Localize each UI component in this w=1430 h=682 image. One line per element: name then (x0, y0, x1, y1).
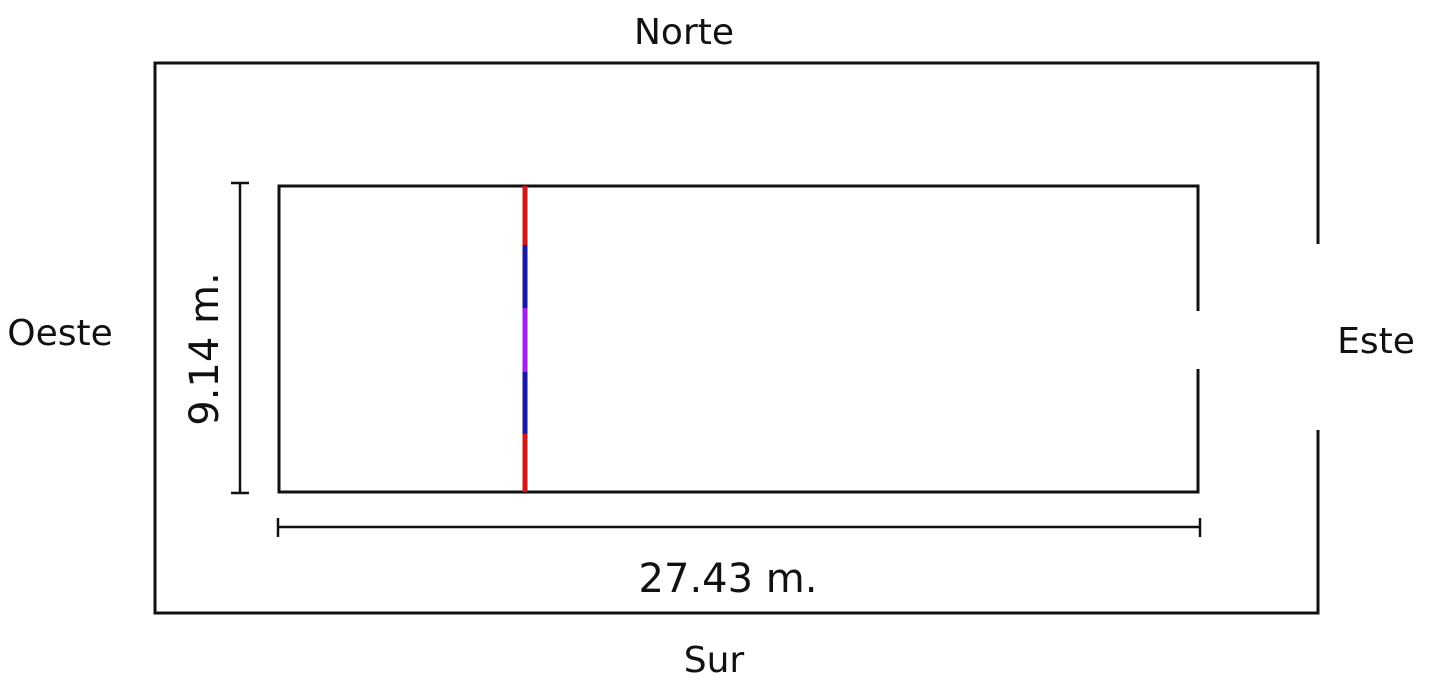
east-label: Este (1337, 321, 1415, 362)
length-dimension (276, 518, 1202, 537)
width-label: 9.14 m. (182, 272, 228, 425)
inner-field (277, 184, 1200, 494)
north-label: Norte (634, 12, 734, 53)
west-label: Oeste (7, 313, 113, 354)
south-label: Sur (684, 640, 745, 681)
length-label: 27.43 m. (639, 556, 818, 602)
width-dimension (231, 181, 249, 495)
outer-enclosure (153, 61, 1320, 615)
